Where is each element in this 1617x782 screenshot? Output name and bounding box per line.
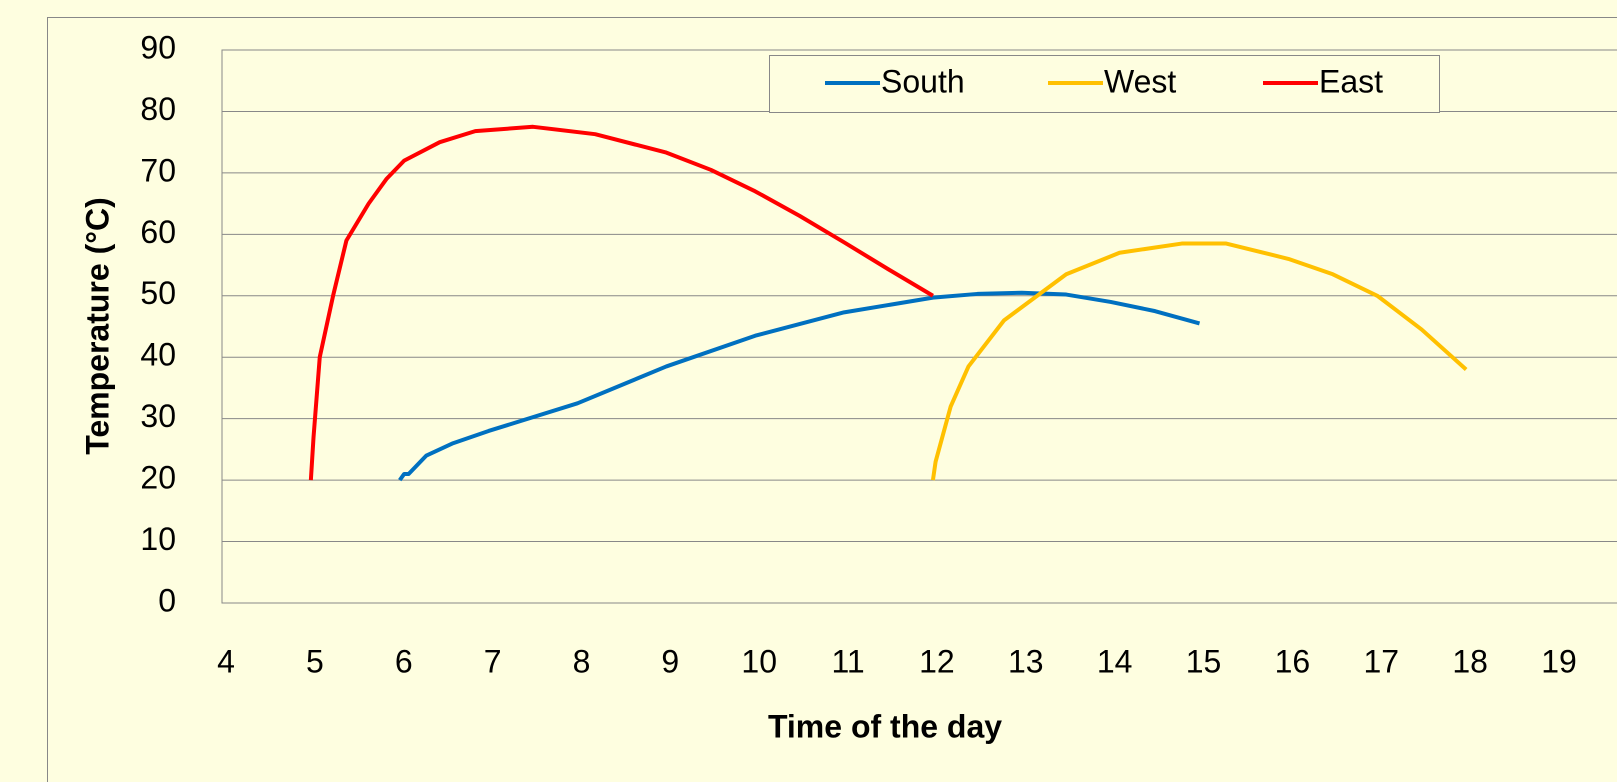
x-tick-label: 4 bbox=[217, 643, 235, 679]
chart-frame bbox=[47, 17, 1617, 782]
y-tick-label: 40 bbox=[140, 337, 176, 373]
y-tick-label: 30 bbox=[140, 398, 176, 434]
x-tick-label: 12 bbox=[919, 643, 955, 679]
x-tick-label: 13 bbox=[1008, 643, 1044, 679]
y-tick-label: 10 bbox=[140, 521, 176, 557]
legend-label: West bbox=[1104, 63, 1176, 99]
x-tick-label: 10 bbox=[741, 643, 777, 679]
x-axis-title: Time of the day bbox=[768, 708, 1002, 744]
x-tick-label: 6 bbox=[395, 643, 413, 679]
x-tick-label: 18 bbox=[1452, 643, 1488, 679]
legend-box bbox=[769, 55, 1440, 113]
legend-label: South bbox=[881, 63, 965, 99]
series-line bbox=[398, 290, 1201, 482]
y-tick-label: 50 bbox=[140, 275, 176, 311]
x-tick-label: 14 bbox=[1097, 643, 1133, 679]
series-line bbox=[308, 124, 934, 481]
x-tick-label: 15 bbox=[1186, 643, 1222, 679]
x-tick-label: 8 bbox=[573, 643, 591, 679]
y-tick-label: 20 bbox=[140, 460, 176, 496]
x-tick-label: 5 bbox=[306, 643, 324, 679]
x-tick-label: 7 bbox=[484, 643, 502, 679]
x-tick-label: 17 bbox=[1363, 643, 1399, 679]
x-tick-label: 16 bbox=[1275, 643, 1311, 679]
y-tick-label: 0 bbox=[158, 582, 176, 618]
x-tick-label: 9 bbox=[661, 643, 679, 679]
y-tick-label: 90 bbox=[140, 29, 176, 65]
x-tick-label: 11 bbox=[831, 643, 864, 679]
y-tick-label: 60 bbox=[140, 214, 176, 250]
y-tick-label: 70 bbox=[140, 152, 176, 188]
series-line bbox=[930, 241, 1468, 481]
y-tick-label: 80 bbox=[140, 91, 176, 127]
legend-label: East bbox=[1319, 63, 1383, 99]
y-axis-title: Temperature (°C) bbox=[79, 197, 115, 455]
x-tick-label: 19 bbox=[1541, 643, 1577, 679]
